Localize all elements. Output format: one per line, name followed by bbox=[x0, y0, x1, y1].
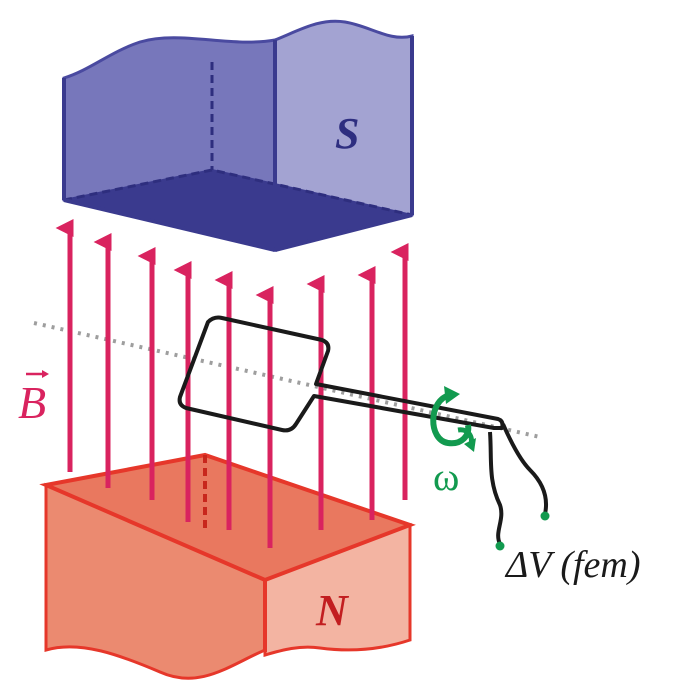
coil-loop bbox=[177, 315, 505, 433]
wire-loop bbox=[177, 315, 549, 545]
lead-wire-2 bbox=[501, 423, 549, 515]
emf-label: ΔV (fem) bbox=[504, 544, 641, 586]
north-magnet: N bbox=[39, 452, 416, 680]
south-magnet: S bbox=[62, 19, 414, 252]
south-pole-label: S bbox=[335, 109, 359, 158]
north-magnet-side-face bbox=[263, 522, 412, 658]
rotation-axis bbox=[33, 321, 541, 439]
north-magnet-front-face bbox=[44, 482, 267, 680]
b-symbol: B bbox=[18, 377, 46, 428]
lead-wire-1 bbox=[488, 431, 504, 545]
terminal-dot-1 bbox=[495, 541, 505, 551]
terminal-dot-2 bbox=[540, 511, 550, 521]
angular-velocity-label: ω bbox=[433, 454, 459, 499]
south-magnet-hidden-edges bbox=[63, 62, 413, 217]
magnetic-field-arrows bbox=[55, 219, 409, 548]
north-pole-label: N bbox=[315, 586, 350, 635]
field-vector-label: B bbox=[18, 370, 49, 428]
rotation-arrow-icon bbox=[430, 386, 476, 452]
